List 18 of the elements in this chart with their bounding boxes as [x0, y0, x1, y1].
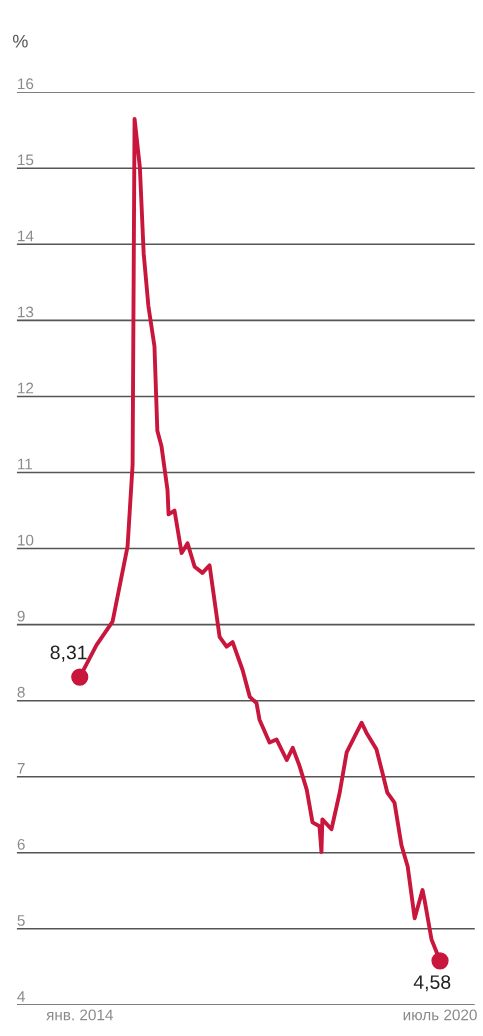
y-tick-label: 12 — [18, 382, 34, 394]
y-tick-label: 8 — [17, 686, 25, 698]
y-tick-label: 6 — [17, 838, 25, 850]
y-axis-title: % — [12, 34, 28, 48]
y-tick-label: 11 — [18, 458, 33, 470]
y-tick-label: 14 — [18, 230, 34, 242]
x-tick-label: янв. 2014 — [46, 1009, 113, 1021]
y-tick-label: 4 — [17, 991, 25, 1002]
y-tick-label: 9 — [17, 610, 25, 622]
y-tick-label: 10 — [18, 534, 34, 546]
y-tick-label: 5 — [17, 915, 25, 926]
y-tick-label: 7 — [17, 763, 25, 774]
annotation: 8,31 — [50, 645, 87, 662]
y-tick-label: 13 — [18, 306, 34, 318]
annotation: 4,58 — [413, 975, 451, 992]
y-tick-label: 16 — [18, 78, 34, 90]
x-tick-label: июль 2020 — [403, 1009, 477, 1021]
y-tick-label: 15 — [18, 154, 34, 166]
